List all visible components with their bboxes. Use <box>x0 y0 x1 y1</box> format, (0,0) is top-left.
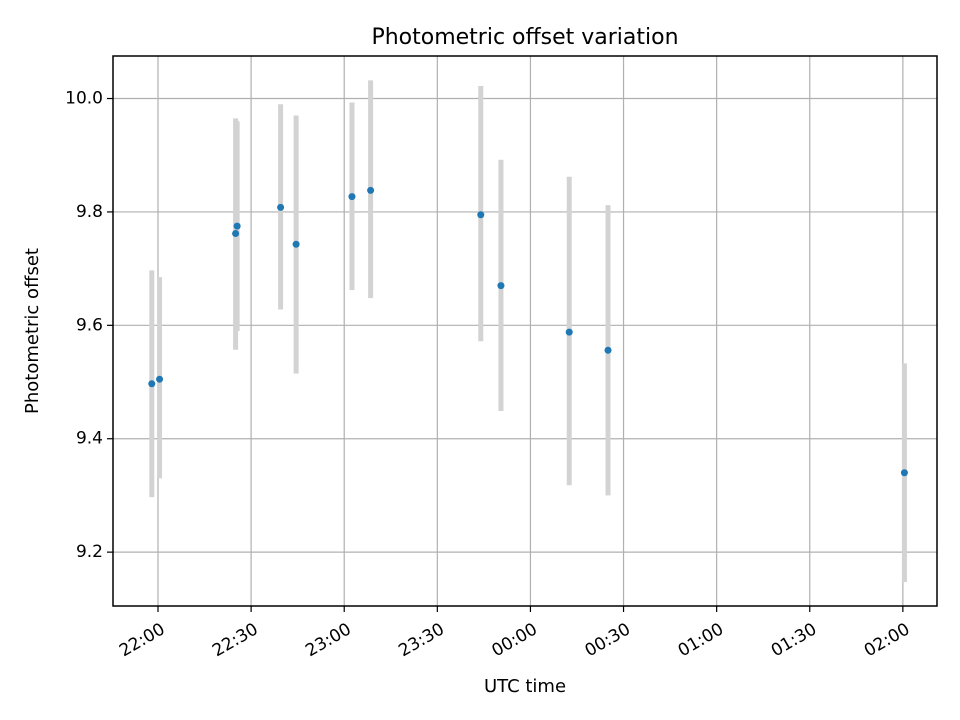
y-tick-label: 9.6 <box>76 315 103 335</box>
y-tick-label: 10.0 <box>65 89 103 109</box>
data-point <box>900 469 908 477</box>
data-point <box>233 222 241 230</box>
data-point <box>497 282 505 290</box>
data-point <box>232 229 240 237</box>
x-axis-label: UTC time <box>484 676 566 697</box>
grid-layer <box>113 56 937 606</box>
y-axis-label: Photometric offset <box>22 248 43 414</box>
data-point <box>277 203 285 211</box>
data-point <box>477 211 485 219</box>
data-point <box>367 186 375 194</box>
y-tick-label: 9.8 <box>76 202 103 222</box>
data-point <box>604 346 612 354</box>
data-point <box>348 193 356 201</box>
plot-frame <box>112 55 938 607</box>
y-tick-label: 9.4 <box>76 429 103 449</box>
chart-title: Photometric offset variation <box>371 25 678 50</box>
y-tick-label: 9.2 <box>76 542 103 562</box>
data-point <box>565 328 573 336</box>
data-point <box>148 380 156 388</box>
point-layer <box>148 186 908 477</box>
data-point <box>156 375 164 383</box>
data-point <box>292 240 300 248</box>
